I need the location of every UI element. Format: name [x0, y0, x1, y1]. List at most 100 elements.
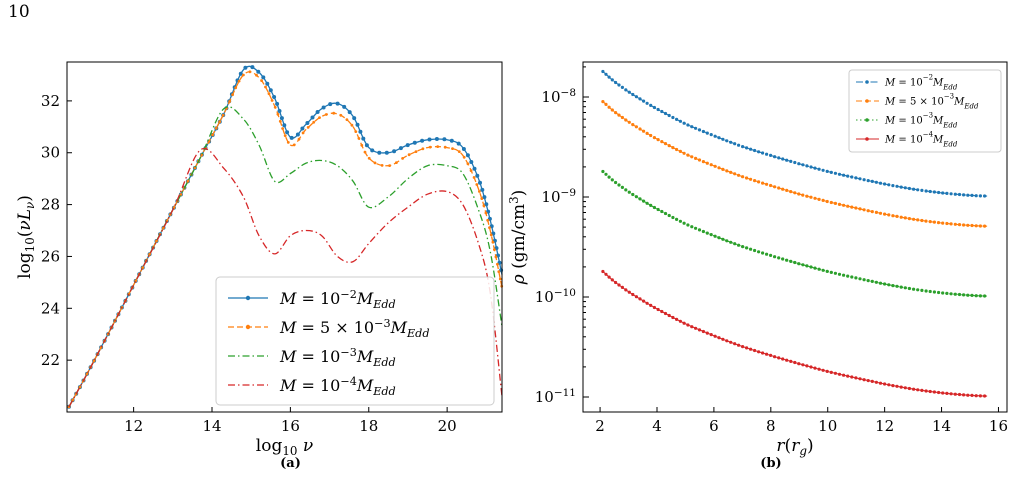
y-tick-label-a: 28: [41, 196, 60, 214]
series-marker-b-1: [675, 117, 679, 121]
series-marker-a-2: [428, 145, 432, 149]
series-marker-b-3: [690, 225, 694, 229]
series-marker-b-1: [829, 170, 833, 174]
series-marker-b-1: [634, 95, 639, 99]
series-marker-b-1: [638, 97, 642, 101]
series-marker-b-1: [883, 182, 887, 186]
series-marker-b-1: [970, 193, 974, 197]
series-marker-a-1: [358, 129, 363, 134]
series-marker-a-1: [238, 71, 243, 76]
series-marker-b-3: [777, 256, 781, 260]
y-tick-label-b: 10−9: [541, 187, 576, 206]
series-marker-b-4: [709, 333, 713, 337]
series-marker-b-3: [678, 219, 683, 223]
series-marker-a-2: [234, 86, 238, 90]
series-marker-b-3: [745, 246, 749, 250]
series-marker-b-4: [966, 393, 970, 397]
series-marker-a-1: [434, 137, 439, 141]
series-marker-b-4: [870, 379, 874, 383]
series-marker-a-2: [221, 113, 225, 117]
series-marker-b-1: [678, 119, 683, 123]
series-marker-a-2: [451, 147, 454, 151]
legend-b: [848, 69, 1002, 153]
series-marker-b-1: [850, 175, 854, 179]
series-marker-b-3: [883, 282, 887, 286]
series-marker-a-1: [484, 202, 489, 207]
series-marker-a-2: [270, 99, 274, 102]
series-marker-a-2: [367, 156, 371, 160]
series-marker-a-2: [318, 116, 321, 119]
y-tick-label-b: 10−11: [535, 387, 576, 406]
series-marker-b-4: [941, 391, 945, 395]
series-marker-b-3: [912, 287, 916, 291]
series-marker-b-2: [801, 193, 805, 197]
series-marker-b-1: [937, 190, 941, 195]
series-marker-b-2: [874, 210, 879, 214]
series-marker-b-1: [874, 180, 879, 184]
y-tick-label-b: 10−10: [535, 287, 576, 306]
series-marker-b-4: [627, 290, 631, 294]
series-marker-b-4: [660, 309, 664, 314]
series-marker-b-3: [928, 289, 932, 294]
series-marker-b-4: [833, 371, 838, 375]
series-marker-a-2: [462, 155, 466, 159]
series-marker-a-2: [297, 137, 301, 141]
series-marker-b-2: [682, 151, 686, 155]
series-marker-b-4: [858, 377, 862, 381]
series-marker-b-4: [604, 272, 608, 276]
series-marker-b-2: [793, 191, 797, 195]
series-marker-a-1: [482, 195, 487, 200]
series-marker-b-2: [883, 212, 887, 216]
series-marker-a-1: [282, 123, 287, 128]
series-marker-b-2: [777, 186, 781, 190]
series-marker-b-1: [866, 179, 870, 183]
series-marker-b-1: [705, 131, 709, 135]
series-marker-b-2: [634, 125, 639, 129]
series-marker-b-2: [624, 118, 628, 122]
series-marker-a-1: [465, 153, 470, 158]
series-marker-b-3: [604, 172, 608, 176]
series-marker-a-1: [405, 143, 410, 148]
series-marker-a-1: [272, 95, 277, 99]
series-marker-b-4: [887, 383, 891, 387]
series-marker-b-2: [916, 218, 920, 222]
series-marker-a-2: [312, 120, 316, 124]
y-tick-label-a: 32: [41, 92, 60, 110]
series-marker-a-2: [273, 105, 277, 109]
series-marker-b-4: [962, 393, 966, 397]
series-marker-b-3: [697, 228, 702, 232]
y-axis-label-b: ρ (gm/cm3): [507, 190, 529, 286]
series-marker-b-2: [690, 155, 694, 159]
series-marker-b-3: [721, 237, 725, 241]
series-marker-a-1: [250, 65, 255, 70]
series-marker-b-3: [753, 248, 757, 253]
series-marker-b-2: [733, 172, 737, 176]
series-marker-b-4: [682, 321, 686, 325]
series-marker-a-1: [328, 102, 333, 107]
series-marker-a-2: [78, 385, 82, 389]
series-marker-a-2: [354, 130, 358, 134]
series-marker-a-2: [395, 161, 398, 165]
plot-frame-a: [66, 61, 503, 413]
series-marker-b-1: [733, 142, 737, 146]
series-marker-b-2: [924, 219, 928, 223]
series-marker-b-3: [878, 281, 883, 285]
panel-b: 2 4 6 8 10 12 14 16 10−8 10−9 10−10 10−11 r(rg) ρ (gm…: [507, 61, 1008, 471]
series-marker-b-4: [773, 355, 777, 359]
series-marker-b-2: [970, 223, 974, 228]
series-marker-a-1: [361, 136, 366, 141]
series-marker-b-4: [866, 379, 870, 383]
series-marker-b-3: [793, 260, 797, 265]
series-marker-b-3: [978, 294, 983, 298]
series-marker-b-4: [916, 388, 920, 392]
series-marker-b-3: [874, 280, 879, 284]
series-marker-b-4: [801, 363, 805, 367]
series-marker-b-4: [785, 358, 789, 362]
series-marker-b-1: [949, 192, 953, 196]
series-marker-b-1: [682, 121, 686, 125]
series-marker-b-1: [741, 145, 745, 149]
series-marker-b-1: [713, 134, 717, 138]
series-marker-b-2: [821, 198, 825, 202]
series-marker-a-1: [277, 109, 282, 113]
series-marker-b-4: [765, 352, 769, 356]
